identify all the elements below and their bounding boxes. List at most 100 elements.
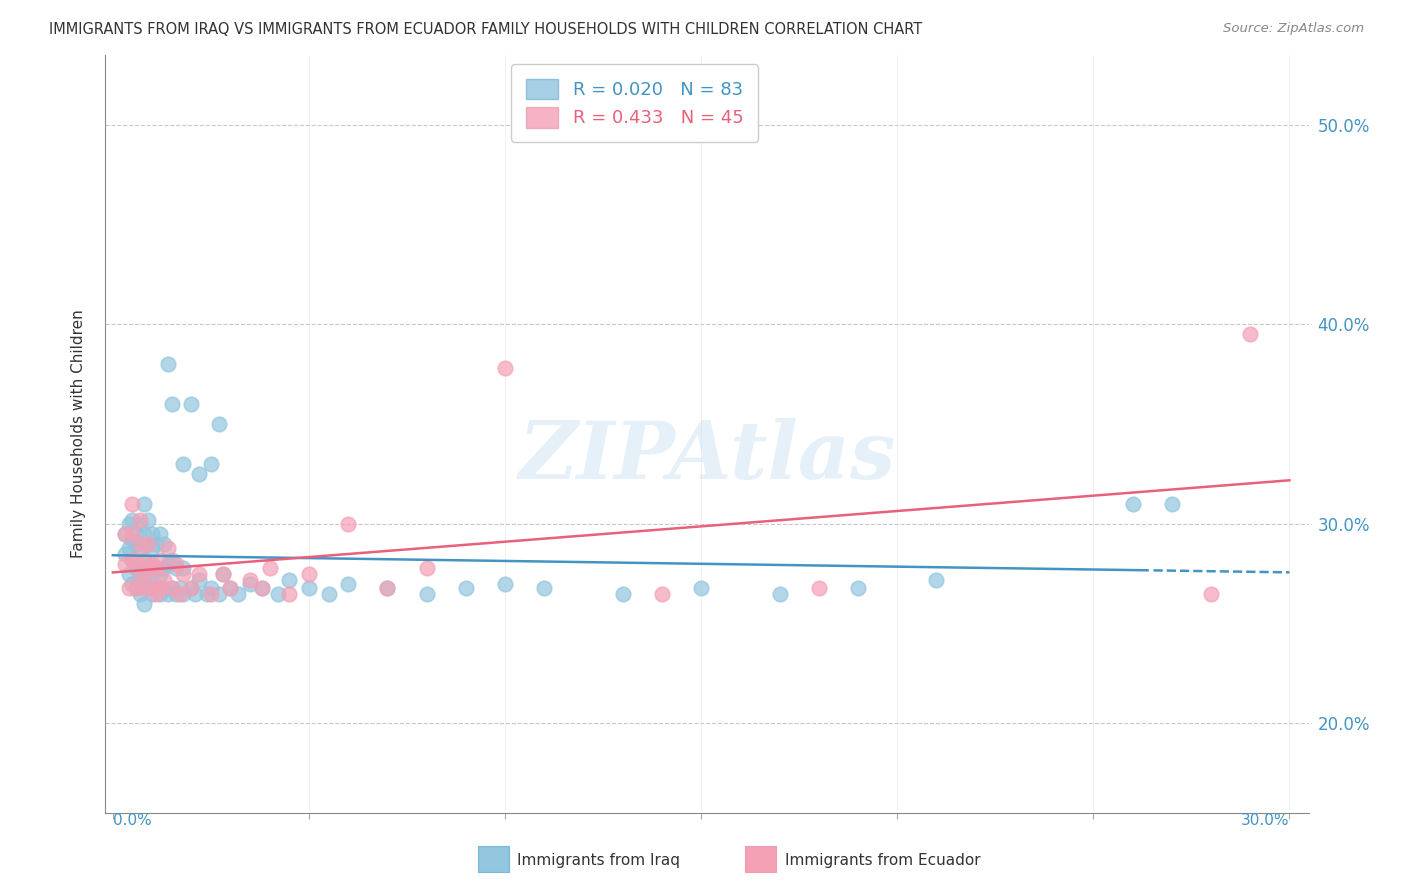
- Point: [266, 586, 288, 600]
- Point: [141, 557, 163, 571]
- Point: [208, 417, 231, 431]
- Point: [211, 566, 233, 581]
- Point: [136, 513, 159, 527]
- Point: [188, 467, 211, 481]
- Point: [125, 552, 148, 566]
- Point: [172, 560, 194, 574]
- Text: 30.0%: 30.0%: [1241, 813, 1289, 828]
- Point: [149, 566, 172, 581]
- Point: [172, 566, 194, 581]
- Point: [129, 566, 152, 581]
- Point: [188, 573, 211, 587]
- Point: [180, 581, 202, 595]
- Point: [149, 552, 172, 566]
- Point: [125, 581, 148, 595]
- Point: [1199, 586, 1222, 600]
- Point: [121, 552, 143, 566]
- Point: [149, 586, 172, 600]
- Point: [846, 581, 869, 595]
- Point: [165, 560, 187, 574]
- Point: [1160, 497, 1182, 511]
- Point: [134, 573, 156, 587]
- Point: [134, 552, 156, 566]
- Point: [925, 573, 948, 587]
- Point: [239, 576, 262, 591]
- Point: [195, 586, 218, 600]
- Point: [129, 566, 152, 581]
- Point: [690, 581, 713, 595]
- Point: [160, 552, 183, 566]
- Text: Immigrants from Ecuador: Immigrants from Ecuador: [785, 853, 980, 868]
- Point: [211, 566, 233, 581]
- Text: IMMIGRANTS FROM IRAQ VS IMMIGRANTS FROM ECUADOR FAMILY HOUSEHOLDS WITH CHILDREN : IMMIGRANTS FROM IRAQ VS IMMIGRANTS FROM …: [49, 22, 922, 37]
- Point: [136, 566, 159, 581]
- Point: [156, 557, 179, 571]
- Point: [184, 586, 207, 600]
- Point: [136, 581, 159, 595]
- Point: [807, 581, 830, 595]
- Point: [169, 581, 191, 595]
- Point: [134, 597, 156, 611]
- Point: [141, 541, 163, 555]
- Point: [136, 560, 159, 574]
- Point: [114, 526, 136, 541]
- Point: [278, 586, 301, 600]
- Point: [377, 581, 399, 595]
- Point: [337, 516, 360, 531]
- Point: [117, 566, 139, 581]
- Point: [200, 581, 222, 595]
- Point: [121, 552, 143, 566]
- Point: [377, 581, 399, 595]
- Point: [298, 581, 321, 595]
- Point: [160, 397, 183, 411]
- Point: [141, 586, 163, 600]
- Point: [141, 566, 163, 581]
- Point: [298, 566, 321, 581]
- Point: [145, 581, 167, 595]
- Text: 0.0%: 0.0%: [112, 813, 152, 828]
- Point: [494, 576, 516, 591]
- Point: [149, 581, 172, 595]
- Point: [121, 576, 143, 591]
- Point: [129, 541, 152, 555]
- Point: [134, 497, 156, 511]
- Point: [121, 497, 143, 511]
- Text: ZIPAtlas: ZIPAtlas: [519, 418, 896, 496]
- Point: [141, 581, 163, 595]
- Text: Source: ZipAtlas.com: Source: ZipAtlas.com: [1223, 22, 1364, 36]
- Point: [114, 547, 136, 561]
- Point: [114, 557, 136, 571]
- Point: [337, 576, 360, 591]
- Point: [165, 557, 187, 571]
- Point: [117, 541, 139, 555]
- Y-axis label: Family Households with Children: Family Households with Children: [72, 310, 86, 558]
- Point: [219, 581, 242, 595]
- Point: [165, 586, 187, 600]
- Point: [169, 586, 191, 600]
- Legend: R = 0.020   N = 83, R = 0.433   N = 45: R = 0.020 N = 83, R = 0.433 N = 45: [512, 64, 758, 142]
- Point: [129, 537, 152, 551]
- Point: [145, 560, 167, 574]
- Point: [651, 586, 673, 600]
- Point: [250, 581, 273, 595]
- Point: [153, 560, 176, 574]
- Point: [134, 552, 156, 566]
- Point: [153, 573, 176, 587]
- Point: [219, 581, 242, 595]
- Point: [180, 397, 202, 411]
- Point: [259, 560, 281, 574]
- Point: [156, 586, 179, 600]
- Point: [129, 516, 152, 531]
- Point: [160, 581, 183, 595]
- Point: [533, 581, 555, 595]
- Point: [768, 586, 790, 600]
- Point: [250, 581, 273, 595]
- Point: [125, 560, 148, 574]
- Point: [208, 586, 231, 600]
- Point: [145, 537, 167, 551]
- Point: [141, 526, 163, 541]
- Point: [117, 516, 139, 531]
- Point: [145, 586, 167, 600]
- Point: [188, 566, 211, 581]
- Point: [125, 526, 148, 541]
